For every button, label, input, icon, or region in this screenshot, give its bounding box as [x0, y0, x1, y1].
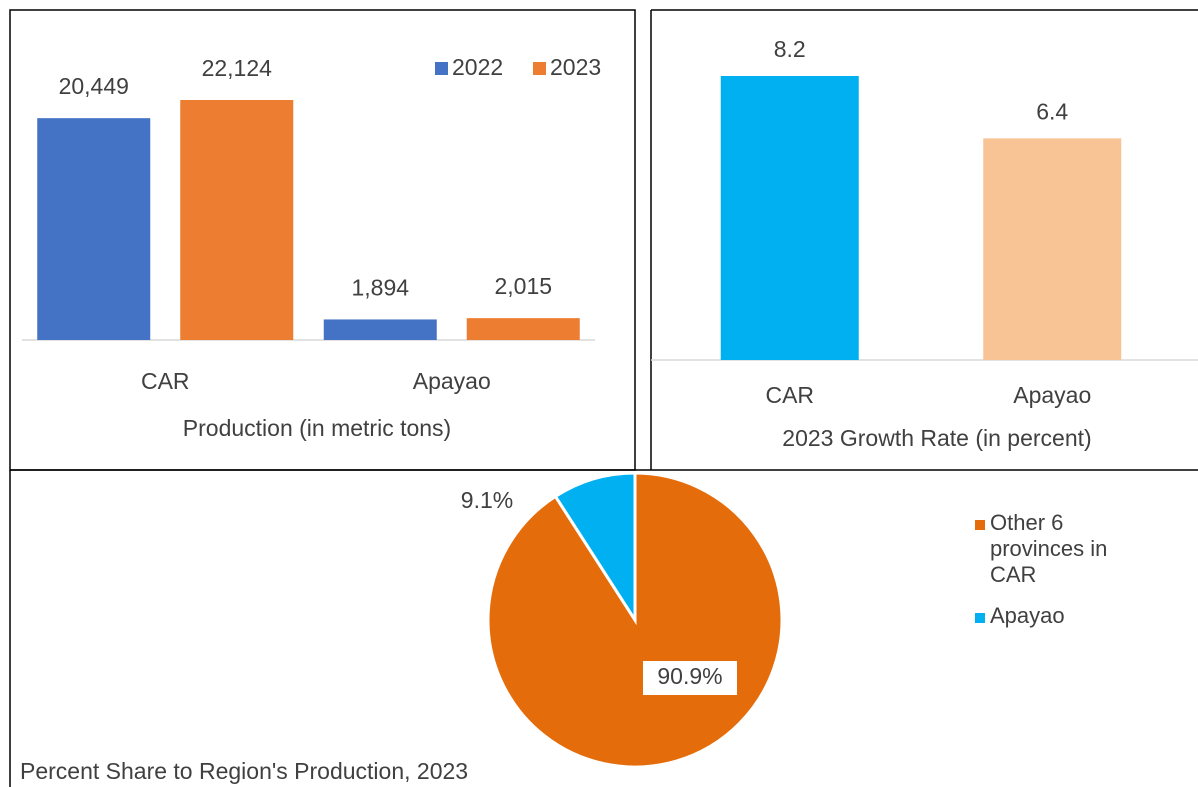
legend-entry: Apayao	[990, 603, 1065, 628]
data-label: 90.9%	[657, 663, 722, 689]
legend-label: 2023	[550, 54, 601, 80]
bar	[37, 118, 151, 340]
legend-swatch	[533, 62, 546, 75]
legend-entry: Other 6 provinces in CAR	[990, 510, 1108, 587]
data-label: 22,124	[202, 55, 273, 81]
x-tick-label: CAR	[765, 382, 814, 408]
data-label: 9.1%	[461, 487, 513, 513]
x-tick-label: Apayao	[413, 368, 491, 394]
bar	[466, 318, 580, 340]
data-label: 2,015	[494, 273, 552, 299]
legend-swatch	[975, 613, 985, 623]
data-label: 6.4	[1036, 98, 1068, 124]
bar	[720, 76, 859, 360]
legend-swatch	[975, 520, 985, 530]
legend-swatch	[435, 62, 448, 75]
pie-slice	[553, 471, 637, 626]
bar	[323, 319, 437, 340]
bar	[180, 100, 294, 340]
axis-title: Production (in metric tons)	[183, 415, 451, 441]
legend-label: 2022	[452, 54, 503, 80]
chart-title: Percent Share to Region's Production, 20…	[20, 758, 468, 784]
legend-label: Apayao	[990, 603, 1065, 628]
data-label: 20,449	[59, 73, 129, 99]
x-tick-label: Apayao	[1013, 382, 1091, 408]
data-label: 8.2	[774, 36, 806, 62]
legend-label: Other 6 provinces in CAR	[990, 510, 1108, 587]
label-box	[643, 661, 737, 695]
data-label: 1,894	[351, 275, 409, 301]
bar	[983, 138, 1122, 360]
axis-title: 2023 Growth Rate (in percent)	[782, 425, 1091, 451]
x-tick-label: CAR	[141, 368, 190, 394]
